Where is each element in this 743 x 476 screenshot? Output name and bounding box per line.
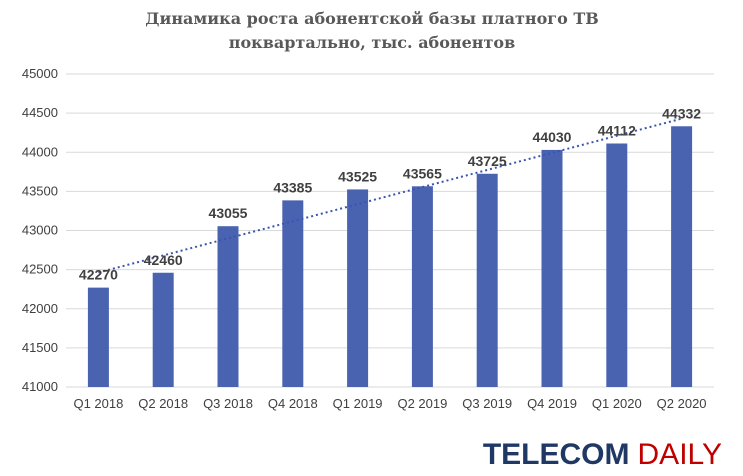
bar (476, 173, 498, 387)
x-tick-label: Q4 2018 (268, 396, 318, 411)
x-tick-label: Q2 2020 (657, 396, 707, 411)
data-label: 43055 (209, 205, 248, 221)
bar (87, 287, 109, 387)
logo-word-daily: DAILY (638, 438, 722, 471)
x-tick-label: Q3 2019 (462, 396, 512, 411)
y-tick-label: 43000 (22, 223, 58, 238)
telecom-daily-logo: TELECOM DAILY (483, 438, 722, 471)
bar (152, 272, 174, 387)
y-tick-label: 41500 (22, 340, 58, 355)
x-tick-label: Q4 2019 (527, 396, 577, 411)
y-tick-label: 42500 (22, 262, 58, 277)
bar (217, 226, 239, 387)
data-label: 43525 (338, 168, 377, 184)
x-tick-label: Q1 2018 (73, 396, 123, 411)
data-label: 42270 (79, 267, 118, 283)
y-tick-label: 43500 (22, 183, 58, 198)
data-label: 43385 (273, 179, 312, 195)
data-label: 43565 (403, 165, 442, 181)
gridlines (66, 73, 714, 388)
data-label: 44112 (598, 122, 636, 138)
bar (606, 143, 628, 387)
x-tick-label: Q2 2018 (138, 396, 188, 411)
logo-text: TELECOM DAILY (483, 438, 722, 471)
y-tick-label: 42000 (22, 301, 58, 316)
chart-title-line-2: поквартально, тыс. абонентов (229, 33, 515, 52)
trendline (98, 117, 682, 274)
y-tick-label: 44000 (22, 144, 58, 159)
x-tick-label: Q1 2019 (333, 396, 383, 411)
chart-title: Динамика роста абонентской базы платного… (145, 9, 599, 52)
y-axis-ticks: 41000 41500 42000 42500 43000 43500 44000 44500… (22, 66, 58, 394)
chart-title-line-1: Динамика роста абонентской базы платного… (145, 9, 599, 28)
bar (347, 189, 369, 387)
x-axis-ticks: Q1 2018 Q2 2018 Q3 2018 Q4 2018 Q1 2019 Q2 20… (73, 396, 706, 411)
bar (411, 186, 433, 387)
data-label: 44332 (662, 105, 701, 121)
x-tick-label: Q1 2020 (592, 396, 642, 411)
trendline-path (98, 117, 682, 274)
logo-word-telecom: TELECOM (483, 438, 630, 471)
bars (87, 126, 693, 388)
bar (282, 200, 304, 387)
data-label: 44030 (533, 129, 572, 145)
data-label: 42460 (144, 252, 183, 268)
bar (671, 126, 693, 388)
y-tick-label: 41000 (22, 379, 58, 394)
data-label: 43725 (468, 153, 507, 169)
bar (541, 149, 563, 387)
y-tick-label: 45000 (22, 66, 58, 81)
y-tick-label: 44500 (22, 105, 58, 120)
data-labels: 42270 42460 43055 43385 43525 43565 43725 44030… (79, 105, 701, 282)
x-tick-label: Q2 2019 (397, 396, 447, 411)
x-tick-label: Q3 2018 (203, 396, 253, 411)
